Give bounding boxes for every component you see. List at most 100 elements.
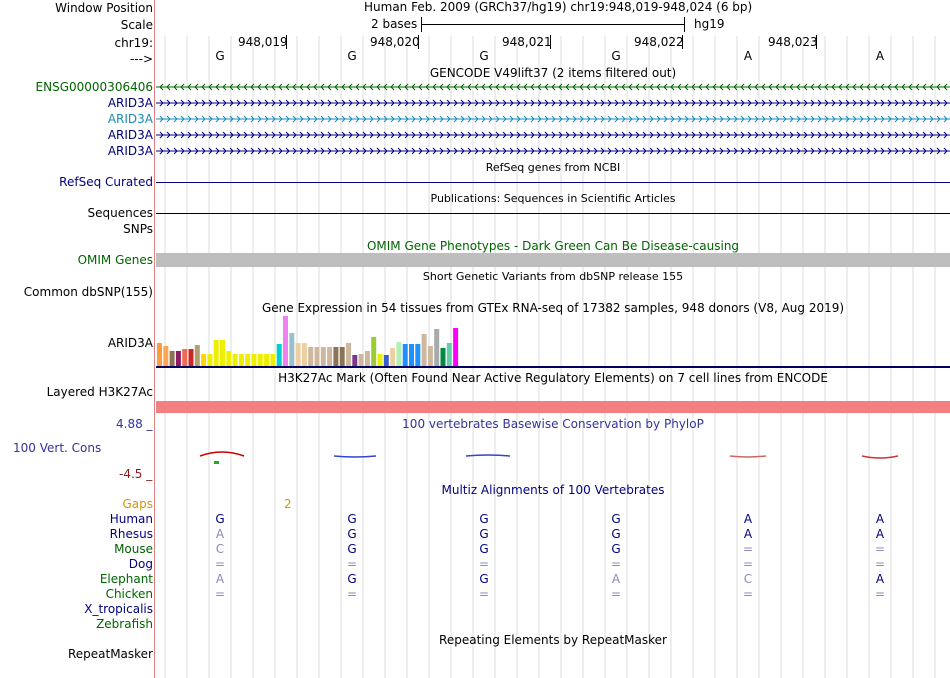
gencode-transcript-label[interactable]: ENSG00000306406 (35, 80, 153, 94)
phylop-wiggle[interactable] (156, 446, 950, 468)
gtex-tissue-bar (308, 347, 314, 366)
strand-arrow (243, 147, 248, 155)
phylop-label[interactable]: 100 Vert. Cons (13, 441, 102, 455)
strand-arrow (768, 83, 773, 91)
strand-arrow (509, 83, 514, 91)
strand-arrow (733, 131, 738, 139)
strand-arrow (481, 115, 486, 123)
strand-arrow (299, 147, 304, 155)
strand-arrow (642, 115, 647, 123)
gtex-tissue-bar (352, 355, 358, 366)
strand-arrow (306, 115, 311, 123)
strand-arrow (453, 147, 458, 155)
strand-arrow (887, 83, 892, 91)
base-letter[interactable]: A (743, 49, 753, 63)
publications-line[interactable] (156, 213, 950, 214)
strand-arrow (166, 147, 171, 155)
repeatmasker-label[interactable]: RepeatMasker (67, 647, 153, 661)
strand-arrow (873, 131, 878, 139)
gtex-label[interactable]: ARID3A (107, 336, 153, 350)
base-letter[interactable]: A (875, 49, 885, 63)
base-letter[interactable]: G (215, 49, 225, 63)
strand-arrow (229, 131, 234, 139)
gencode-transcript-line[interactable] (156, 114, 950, 124)
gtex-bar-chart[interactable] (156, 316, 950, 368)
h3k27ac-signal[interactable] (156, 401, 950, 413)
snps-label[interactable]: SNPs (123, 222, 153, 236)
strand-arrow (474, 99, 479, 107)
species-label[interactable]: Human (109, 512, 153, 526)
strand-arrow (607, 147, 612, 155)
scale-bar-right-cap (684, 17, 685, 32)
gencode-transcript-line[interactable] (156, 146, 950, 156)
strand-arrow (733, 115, 738, 123)
species-label[interactable]: Elephant (99, 572, 153, 586)
strand-arrow (334, 147, 339, 155)
phylop-min-label: -4.5 _ (119, 467, 153, 481)
strand-arrow (411, 115, 416, 123)
strand-arrow (264, 83, 269, 91)
species-label[interactable]: Rhesus (109, 527, 153, 541)
gtex-tissue-bar (276, 344, 282, 366)
strand-arrow (222, 83, 227, 91)
omim-bar[interactable] (156, 253, 950, 267)
strand-arrow (922, 99, 927, 107)
strand-arrow (502, 99, 507, 107)
strand-arrow (383, 83, 388, 91)
alignment-base: A (215, 572, 225, 586)
species-label[interactable]: X_tropicalis (84, 602, 153, 616)
gencode-transcript-line[interactable] (156, 130, 950, 140)
strand-arrow (936, 83, 941, 91)
gencode-transcript-label[interactable]: ARID3A (107, 128, 153, 142)
strand-arrow (852, 147, 857, 155)
gencode-transcript-line[interactable] (156, 98, 950, 108)
strand-arrow (691, 131, 696, 139)
base-letter[interactable]: G (347, 49, 357, 63)
strand-arrow (271, 147, 276, 155)
strand-arrow (432, 147, 437, 155)
strand-arrow (558, 131, 563, 139)
strand-arrow (243, 115, 248, 123)
gencode-transcript-line[interactable] (156, 82, 950, 92)
strand-arrow (887, 131, 892, 139)
strand-arrow (698, 83, 703, 91)
gtex-tissue-bar (163, 346, 169, 366)
gencode-transcript-label[interactable]: ARID3A (107, 96, 153, 110)
base-letter[interactable]: G (479, 49, 489, 63)
refseq-line[interactable] (156, 182, 950, 183)
strand-arrow (334, 131, 339, 139)
gencode-transcript-label[interactable]: ARID3A (107, 112, 153, 126)
strand-arrow (159, 131, 164, 139)
strand-arrow (432, 131, 437, 139)
h3k27ac-label[interactable]: Layered H3K27Ac (46, 385, 153, 399)
strand-arrow (320, 131, 325, 139)
strand-arrow (712, 115, 717, 123)
strand-arrow (369, 147, 374, 155)
refseq-label[interactable]: RefSeq Curated (59, 175, 153, 189)
strand-arrow (670, 83, 675, 91)
strand-arrow (355, 131, 360, 139)
strand-arrow (390, 131, 395, 139)
publications-label[interactable]: Sequences (87, 206, 153, 220)
strand-arrow (698, 115, 703, 123)
strand-arrow (880, 147, 885, 155)
omim-label[interactable]: OMIM Genes (77, 253, 153, 267)
strand-arrow (348, 99, 353, 107)
species-label[interactable]: Mouse (114, 542, 153, 556)
species-label[interactable]: Chicken (105, 587, 153, 601)
strand-arrow (838, 83, 843, 91)
base-letter[interactable]: G (611, 49, 621, 63)
strand-arrow (341, 115, 346, 123)
strand-arrow (257, 83, 262, 91)
strand-arrow (894, 147, 899, 155)
strand-arrow (201, 131, 206, 139)
gencode-transcript-label[interactable]: ARID3A (107, 144, 153, 158)
strand-arrow (719, 147, 724, 155)
species-label[interactable]: Zebrafish (96, 617, 153, 631)
gtex-tissue-bar (194, 345, 200, 366)
strand-arrow (782, 115, 787, 123)
dbsnp-label[interactable]: Common dbSNP(155) (23, 285, 153, 299)
strand-arrow (523, 99, 528, 107)
species-label[interactable]: Dog (128, 557, 153, 571)
strand-arrow (495, 131, 500, 139)
